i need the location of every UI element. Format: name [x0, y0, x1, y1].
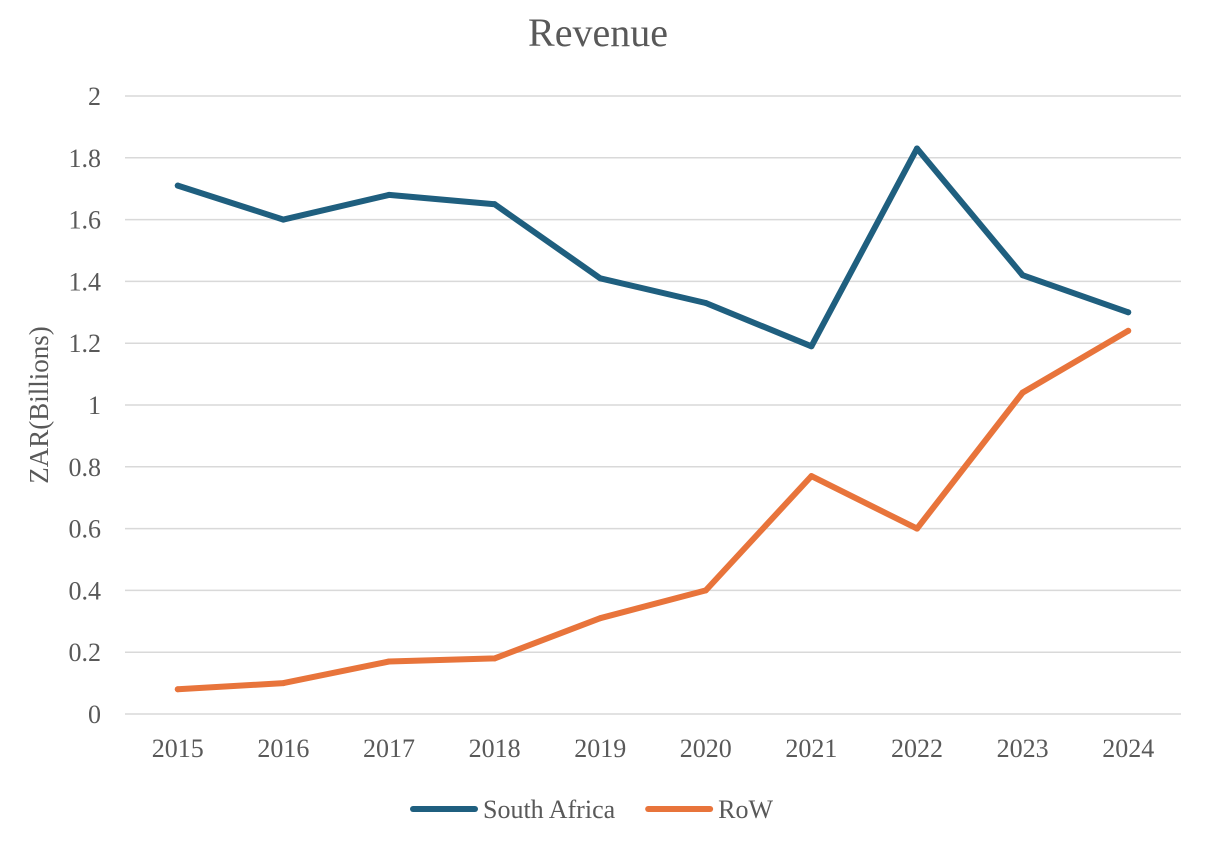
- y-tick-label: 1.8: [69, 144, 102, 173]
- data-point: [280, 680, 287, 687]
- data-point: [914, 145, 920, 152]
- data-point: [597, 275, 604, 282]
- y-tick-label: 1.2: [69, 329, 102, 358]
- data-point: [914, 525, 920, 532]
- series-lines: [174, 145, 1132, 693]
- y-axis-ticks: 0 0.2 0.4 0.6 0.8 1 1.2 1.4 1.6 1.8 2: [69, 82, 102, 729]
- data-point: [808, 343, 815, 350]
- y-tick-label: 0.6: [69, 515, 102, 544]
- series-line: [174, 145, 1132, 350]
- x-axis-ticks: 2015 2016 2017 2018 2019 2020 2021 2022 2023 2024: [152, 734, 1154, 763]
- series-line: [174, 327, 1132, 693]
- data-point: [174, 182, 181, 189]
- data-point: [702, 300, 709, 307]
- data-point: [280, 216, 287, 223]
- x-tick-label: 2024: [1102, 734, 1154, 763]
- y-tick-label: 0.2: [69, 638, 102, 667]
- data-point: [1019, 389, 1026, 396]
- y-tick-label: 1.4: [69, 267, 102, 296]
- x-tick-label: 2023: [997, 734, 1049, 763]
- data-point: [386, 658, 392, 665]
- data-point: [174, 686, 181, 693]
- data-point: [386, 191, 392, 198]
- gridlines: [125, 95, 1181, 715]
- x-tick-label: 2018: [469, 734, 521, 763]
- x-tick-label: 2022: [891, 734, 943, 763]
- x-tick-label: 2015: [152, 734, 204, 763]
- y-tick-label: 2: [88, 82, 101, 111]
- data-point: [491, 201, 498, 208]
- legend: South Africa RoW: [410, 795, 773, 824]
- data-point: [702, 587, 709, 594]
- y-tick-label: 0.4: [69, 576, 102, 605]
- y-tick-label: 0: [88, 700, 101, 729]
- data-point: [491, 655, 498, 662]
- x-tick-label: 2017: [363, 734, 415, 763]
- x-tick-label: 2016: [257, 734, 309, 763]
- data-point: [1125, 309, 1132, 316]
- x-tick-label: 2020: [680, 734, 732, 763]
- y-axis-label: ZAR(Billions): [24, 326, 54, 484]
- y-tick-label: 1.6: [69, 206, 102, 235]
- chart-title: Revenue: [528, 10, 668, 55]
- data-point: [808, 473, 815, 480]
- y-tick-label: 0.8: [69, 453, 102, 482]
- data-point: [1125, 327, 1132, 334]
- data-point: [597, 615, 604, 622]
- y-tick-label: 1: [88, 391, 101, 420]
- legend-label: RoW: [718, 795, 773, 824]
- legend-label: South Africa: [483, 795, 616, 824]
- x-tick-label: 2019: [574, 734, 626, 763]
- data-point: [1019, 272, 1026, 279]
- x-tick-label: 2021: [785, 734, 837, 763]
